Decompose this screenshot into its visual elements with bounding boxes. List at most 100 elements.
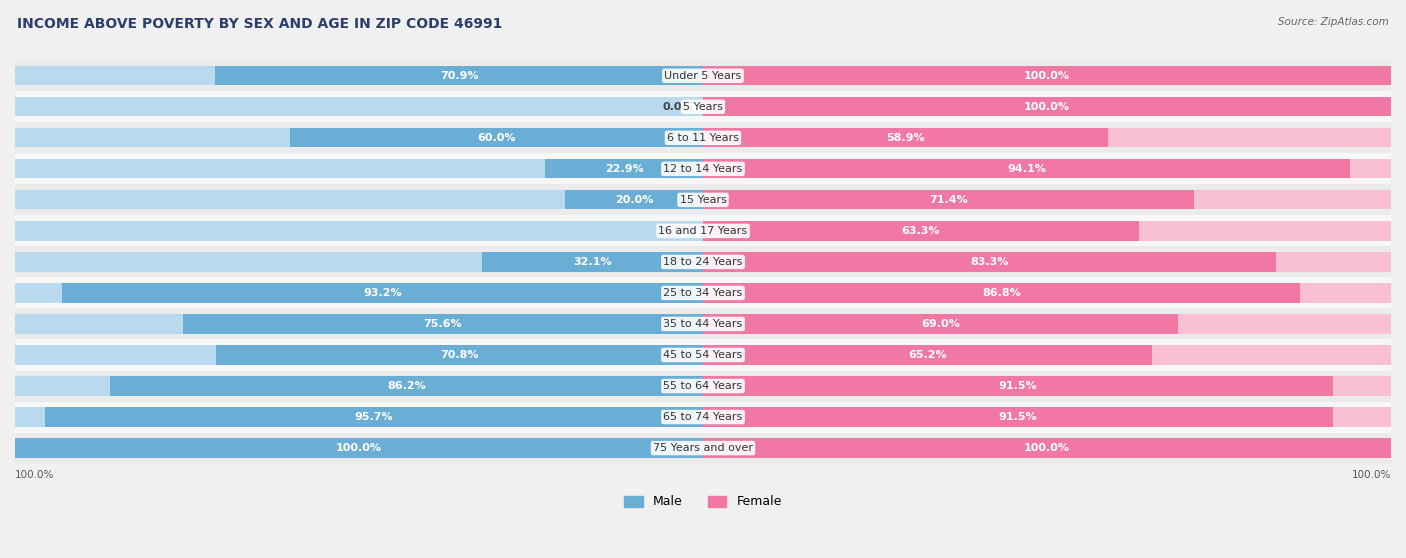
Bar (15, 97, 703, 117)
Bar (703, 66, 1391, 85)
Legend: Male, Female: Male, Female (619, 490, 787, 513)
Bar (15, 345, 703, 364)
Bar (15, 215, 1391, 247)
Text: 25 to 34 Years: 25 to 34 Years (664, 288, 742, 298)
Text: 70.8%: 70.8% (440, 350, 478, 360)
Text: 65 to 74 Years: 65 to 74 Years (664, 412, 742, 422)
Text: 100.0%: 100.0% (1024, 102, 1070, 112)
Bar (15, 439, 703, 458)
Bar (703, 190, 1391, 209)
Text: 6 to 11 Years: 6 to 11 Years (666, 133, 740, 143)
Bar (546, 159, 703, 179)
Bar (703, 377, 1391, 396)
Bar (15, 184, 1391, 215)
Bar (15, 190, 703, 209)
Bar (703, 407, 1391, 427)
Bar (703, 222, 1391, 240)
Text: 93.2%: 93.2% (363, 288, 402, 298)
Text: 100.0%: 100.0% (336, 443, 382, 453)
Text: 75.6%: 75.6% (423, 319, 463, 329)
Bar (15, 122, 1391, 153)
Bar (15, 339, 1391, 371)
Bar (15, 66, 703, 85)
Text: 75 Years and over: 75 Years and over (652, 443, 754, 453)
Bar (703, 222, 1139, 240)
Text: 55 to 64 Years: 55 to 64 Years (664, 381, 742, 391)
Bar (703, 439, 1391, 458)
Bar (703, 128, 1391, 147)
Text: 18 to 24 Years: 18 to 24 Years (664, 257, 742, 267)
Text: 70.9%: 70.9% (440, 71, 478, 81)
Text: 58.9%: 58.9% (886, 133, 925, 143)
Bar (703, 345, 1391, 364)
Bar (565, 190, 703, 209)
Bar (45, 407, 703, 427)
Text: 15 Years: 15 Years (679, 195, 727, 205)
Bar (703, 407, 1333, 427)
Text: 22.9%: 22.9% (605, 164, 644, 174)
Text: 94.1%: 94.1% (1007, 164, 1046, 174)
Bar (217, 345, 703, 364)
Bar (290, 128, 703, 147)
Bar (15, 432, 1391, 464)
Bar (703, 439, 1391, 458)
Text: 86.2%: 86.2% (387, 381, 426, 391)
Bar (15, 402, 1391, 432)
Bar (703, 159, 1391, 179)
Bar (15, 439, 703, 458)
Bar (703, 345, 1152, 364)
Text: 71.4%: 71.4% (929, 195, 967, 205)
Bar (703, 97, 1391, 117)
Text: 35 to 44 Years: 35 to 44 Years (664, 319, 742, 329)
Bar (703, 283, 1391, 302)
Bar (62, 283, 703, 302)
Text: 83.3%: 83.3% (970, 257, 1008, 267)
Bar (15, 222, 703, 240)
Text: 100.0%: 100.0% (1351, 470, 1391, 480)
Bar (215, 66, 703, 85)
Bar (15, 92, 1391, 122)
Text: 0.0%: 0.0% (662, 226, 693, 236)
Bar (703, 97, 1391, 117)
Bar (703, 159, 1350, 179)
Text: 86.8%: 86.8% (983, 288, 1021, 298)
Text: 69.0%: 69.0% (921, 319, 960, 329)
Bar (15, 247, 1391, 277)
Bar (15, 314, 703, 334)
Text: 16 and 17 Years: 16 and 17 Years (658, 226, 748, 236)
Text: Source: ZipAtlas.com: Source: ZipAtlas.com (1278, 17, 1389, 27)
Text: 100.0%: 100.0% (1024, 443, 1070, 453)
Text: 12 to 14 Years: 12 to 14 Years (664, 164, 742, 174)
Text: 20.0%: 20.0% (614, 195, 654, 205)
Bar (703, 252, 1277, 272)
Bar (15, 371, 1391, 402)
Bar (15, 377, 703, 396)
Bar (703, 66, 1391, 85)
Text: 100.0%: 100.0% (15, 470, 55, 480)
Bar (15, 252, 703, 272)
Bar (703, 314, 1178, 334)
Text: 95.7%: 95.7% (354, 412, 394, 422)
Bar (482, 252, 703, 272)
Text: 63.3%: 63.3% (901, 226, 941, 236)
Text: 0.0%: 0.0% (662, 102, 693, 112)
Text: 65.2%: 65.2% (908, 350, 946, 360)
Bar (15, 159, 703, 179)
Bar (703, 283, 1301, 302)
Text: 45 to 54 Years: 45 to 54 Years (664, 350, 742, 360)
Text: Under 5 Years: Under 5 Years (665, 71, 741, 81)
Bar (15, 283, 703, 302)
Bar (15, 153, 1391, 184)
Text: 32.1%: 32.1% (574, 257, 612, 267)
Bar (183, 314, 703, 334)
Text: 60.0%: 60.0% (478, 133, 516, 143)
Bar (110, 377, 703, 396)
Text: 91.5%: 91.5% (998, 412, 1038, 422)
Bar (15, 277, 1391, 309)
Bar (703, 377, 1333, 396)
Bar (703, 314, 1391, 334)
Text: 91.5%: 91.5% (998, 381, 1038, 391)
Bar (703, 190, 1194, 209)
Bar (15, 309, 1391, 339)
Bar (15, 128, 703, 147)
